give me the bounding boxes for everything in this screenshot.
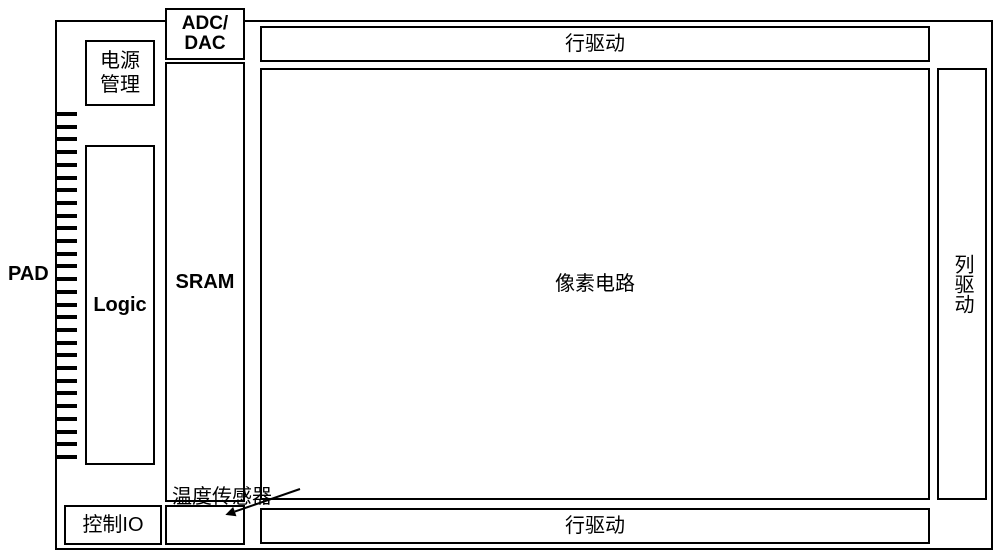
row-driver-top-block: 行驱动 (260, 26, 930, 62)
power-mgmt-block: 电源 管理 (85, 40, 155, 106)
adc-dac-block: ADC/ DAC (165, 8, 245, 60)
sram-block: SRAM (165, 62, 245, 502)
row-driver-bottom-block: 行驱动 (260, 508, 930, 544)
control-io-block: 控制IO (64, 505, 162, 545)
diagram-stage: PAD 电源 管理 Logic 控制IO ADC/ DAC SRAM 行驱动 像… (0, 0, 1000, 556)
pad-label: PAD (8, 263, 49, 286)
logic-block: Logic (85, 145, 155, 465)
col-driver-block: 列驱动 (937, 68, 987, 500)
col-driver-label: 列驱动 (950, 254, 974, 314)
pixel-circuit-block: 像素电路 (260, 68, 930, 500)
